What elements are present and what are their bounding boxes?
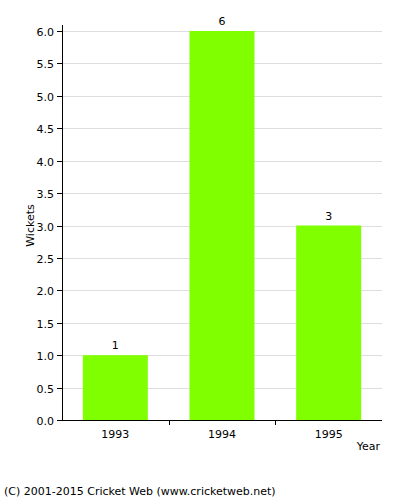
- x-tick: [275, 420, 276, 425]
- chart-container: 0.0 0.5 1.0 1.5 2.0 2.5 3.0 3.5 4.0 4.5 5.0 5.5 6.0 1…: [0, 0, 400, 500]
- x-axis: 1993 1994 1995: [101, 420, 342, 441]
- bar: [190, 31, 255, 420]
- y-axis-line: [62, 25, 63, 420]
- y-tick: [57, 128, 62, 129]
- x-tick-label: 1993: [101, 428, 129, 441]
- annotation: (C) 2001-2015 Cricket Web (www.cricketwe…: [4, 485, 276, 498]
- y-tick: [57, 323, 62, 324]
- y-tick: [57, 388, 62, 389]
- y-tick: [57, 290, 62, 291]
- y-tick: [57, 63, 62, 64]
- y-tick-label: 3.5: [37, 188, 55, 201]
- y-tick-label: 2.5: [37, 253, 55, 266]
- y-tick-label: 4.0: [37, 156, 55, 169]
- y-axis-title: Wickets: [24, 204, 37, 247]
- y-tick-label: 0.0: [37, 415, 55, 428]
- x-tick: [169, 420, 170, 425]
- y-tick-label: 4.5: [37, 123, 55, 136]
- y-tick: [57, 193, 62, 194]
- bar: [83, 355, 148, 420]
- x-tick-label: 1995: [315, 428, 343, 441]
- y-tick-label: 3.0: [37, 221, 55, 234]
- bar: [296, 226, 361, 421]
- y-tick-label: 0.5: [37, 383, 55, 396]
- y-tick: [57, 355, 62, 356]
- y-tick: [57, 96, 62, 97]
- x-tick-label: 1994: [208, 428, 236, 441]
- y-tick: [57, 161, 62, 162]
- y-tick-label: 5.0: [37, 91, 55, 104]
- data-labels: 1 6 3: [112, 15, 332, 352]
- y-tick-label: 1.5: [37, 318, 55, 331]
- y-tick: [57, 31, 62, 32]
- y-tick-label: 6.0: [37, 26, 55, 39]
- y-axis: 0.0 0.5 1.0 1.5 2.0 2.5 3.0 3.5 4.0 4.5 5.0 5.5 6.0: [37, 26, 63, 428]
- y-tick: [57, 258, 62, 259]
- grid-line: [62, 420, 382, 421]
- grid: [62, 32, 382, 421]
- x-axis-line: [62, 420, 382, 421]
- y-tick: [57, 226, 62, 227]
- y-tick-label: 1.0: [37, 350, 55, 363]
- x-axis-title: Year: [356, 440, 381, 453]
- y-tick: [57, 420, 62, 421]
- data-label: 1: [112, 339, 119, 352]
- data-label: 3: [325, 210, 332, 223]
- y-tick-label: 2.0: [37, 285, 55, 298]
- data-label: 6: [219, 15, 226, 28]
- chart-svg: 0.0 0.5 1.0 1.5 2.0 2.5 3.0 3.5 4.0 4.5 5.0 5.5 6.0 1…: [0, 0, 400, 500]
- y-tick-label: 5.5: [37, 58, 55, 71]
- bars: [83, 31, 361, 420]
